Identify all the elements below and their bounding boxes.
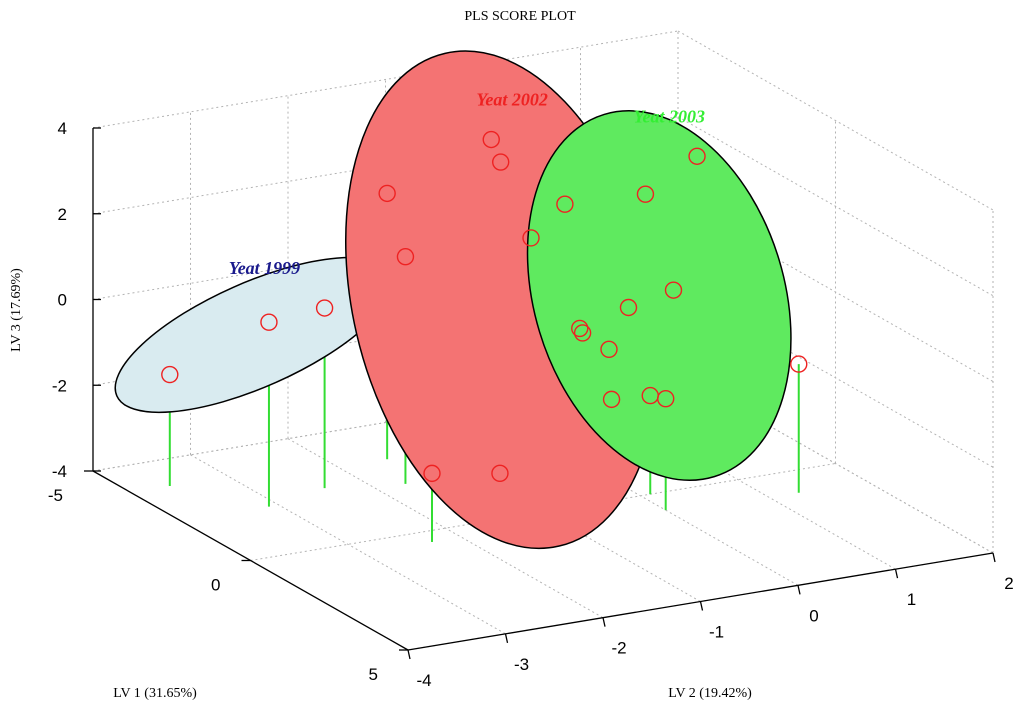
y-tick-label: 2: [1004, 574, 1013, 593]
grid-line: [677, 116, 994, 297]
marker-layer: [161, 130, 808, 483]
text-layer: PLS SCORE PLOT LV 1 (31.65%) LV 2 (19.42…: [9, 9, 1014, 701]
z-tick-label: 2: [58, 205, 67, 224]
group-label: Yeat 1999: [229, 258, 301, 278]
tick-mark: [602, 617, 606, 627]
x-tick-label: 5: [369, 665, 378, 684]
y-tick-label: 1: [907, 590, 916, 609]
data-point-marker: [522, 229, 540, 247]
data-point-marker: [573, 324, 592, 342]
z-axis-label: LV 3 (17.69%): [9, 268, 24, 352]
group-label: Yeat 2002: [476, 90, 548, 110]
grid-line: [190, 454, 506, 635]
grid-line: [92, 30, 679, 129]
data-point-marker: [491, 464, 509, 483]
y-tick-label: -4: [416, 671, 431, 690]
x-axis-label: LV 1 (31.65%): [113, 686, 197, 701]
tick-mark: [992, 552, 996, 563]
data-point-marker: [619, 298, 638, 317]
tick-mark: [407, 649, 411, 660]
tick-mark: [797, 585, 801, 595]
y-tick-label: -2: [611, 639, 626, 658]
z-tick-label: 0: [58, 291, 67, 310]
data-point-marker: [664, 281, 683, 299]
data-point-marker: [482, 130, 500, 149]
data-point-marker: [556, 195, 574, 213]
data-point-marker: [571, 319, 589, 338]
grid-line: [92, 373, 679, 472]
group-ellipse: [526, 110, 792, 482]
data-point-marker: [315, 299, 334, 317]
group-label: Yeat 2003: [633, 106, 705, 126]
z-tick-label: -4: [52, 462, 67, 481]
chart-title: PLS SCORE PLOT: [464, 9, 576, 24]
tick-mark: [504, 633, 509, 643]
y-tick-label: -3: [514, 655, 529, 674]
data-point-marker: [161, 365, 179, 384]
y-axis-label: LV 2 (19.42%): [668, 686, 752, 701]
data-point-marker: [600, 340, 618, 359]
data-point-marker: [378, 184, 396, 203]
data-point-marker: [688, 147, 706, 165]
grid-line: [677, 30, 994, 211]
data-point-marker: [636, 185, 655, 203]
grid-line: [287, 438, 604, 619]
data-point-marker: [260, 313, 278, 331]
tick-mark: [699, 601, 704, 611]
x-tick-label: -5: [48, 486, 63, 505]
z-tick-label: 4: [58, 119, 67, 138]
data-point-marker: [602, 390, 621, 409]
x-tick-label: 0: [211, 576, 220, 595]
ellipse-layer: [114, 50, 792, 550]
data-point-marker: [790, 355, 808, 373]
data-point-marker: [492, 153, 510, 171]
y-tick-label: 0: [809, 606, 818, 625]
data-point-marker: [423, 464, 441, 483]
tick-mark: [894, 569, 899, 579]
data-point-marker: [641, 386, 659, 405]
y-tick-label: -1: [709, 623, 724, 642]
data-point-marker: [396, 247, 415, 266]
z-tick-label: -2: [52, 376, 67, 395]
